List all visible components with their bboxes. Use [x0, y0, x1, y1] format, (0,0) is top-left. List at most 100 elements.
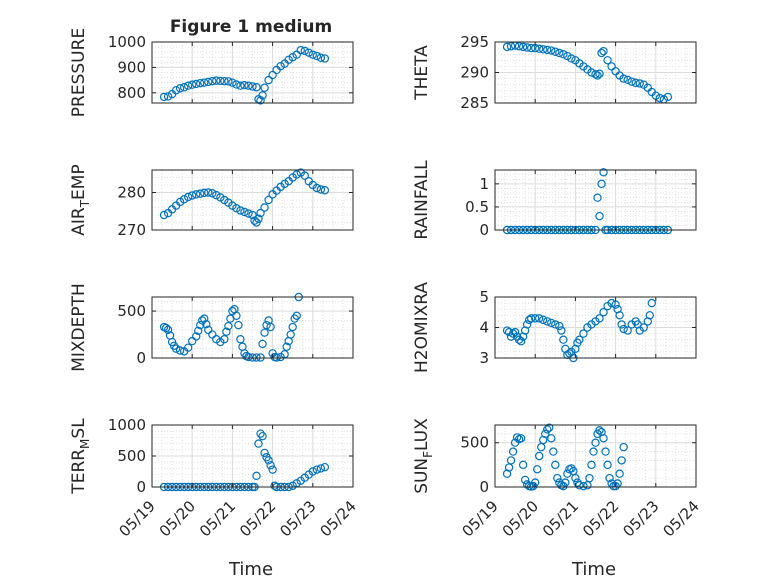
data-point	[202, 320, 211, 329]
data-point	[522, 320, 532, 329]
data-point	[619, 324, 628, 334]
data-point	[587, 460, 596, 470]
data-point	[232, 311, 241, 320]
data-point	[551, 47, 560, 56]
x-tick-label: 05/23	[619, 497, 662, 540]
data-point	[222, 327, 231, 336]
data-point	[504, 327, 514, 337]
y-tick-label: 0	[136, 349, 146, 367]
data-point	[192, 79, 201, 89]
data-point	[268, 70, 277, 80]
data-point	[282, 342, 291, 351]
data-point	[175, 84, 185, 93]
y-tick-label: 3	[479, 349, 489, 367]
data-point	[204, 188, 213, 197]
data-point	[187, 191, 197, 200]
data-point	[196, 189, 205, 198]
data-point	[607, 298, 616, 308]
data-point	[555, 321, 564, 331]
data-point	[595, 211, 604, 221]
data-point	[619, 442, 628, 452]
y-tick-label: 0	[136, 478, 146, 496]
data-point	[539, 45, 548, 54]
data-point	[300, 46, 309, 56]
data-point	[597, 179, 606, 189]
data-point	[171, 344, 181, 353]
data-point	[252, 83, 261, 92]
y-tick-label: 0	[479, 221, 489, 239]
data-point	[192, 332, 201, 341]
x-tick-label: 05/19	[116, 497, 159, 540]
subplot-2: 285 290 295 THETA	[412, 33, 697, 112]
data-point	[559, 50, 568, 59]
axes-box	[151, 169, 354, 231]
data-point	[163, 92, 173, 101]
data-point	[591, 70, 600, 79]
x-tick-label: 05/21	[196, 497, 239, 540]
data-point	[254, 214, 263, 223]
data-point	[308, 467, 317, 476]
data-point	[312, 183, 322, 193]
data-point	[304, 48, 313, 57]
data-point	[541, 429, 550, 439]
data-point	[601, 447, 610, 456]
data-point	[526, 43, 536, 53]
data-point	[647, 298, 656, 308]
y-tick-label: 285	[460, 94, 489, 112]
axes-box	[151, 296, 354, 359]
subplot-1: 800 900 1000 PRESSURE	[69, 28, 354, 117]
data-point	[595, 314, 604, 323]
data-point	[262, 320, 271, 330]
data-point	[547, 318, 556, 328]
y-axis-label: PRESSURE	[69, 28, 89, 117]
axes-box	[494, 424, 697, 488]
data-point	[593, 71, 602, 80]
data-point	[316, 53, 326, 62]
x-axis-label-right: Time	[571, 559, 616, 580]
data-point	[516, 337, 526, 346]
data-point	[163, 325, 173, 335]
y-tick-label: 800	[117, 84, 146, 102]
data-point	[593, 193, 602, 202]
data-point	[224, 321, 233, 331]
data-point	[559, 335, 568, 344]
data-point	[260, 203, 269, 212]
data-point	[159, 92, 169, 102]
data-point	[603, 56, 612, 65]
data-point	[248, 210, 257, 220]
data-point	[553, 473, 562, 483]
data-point	[320, 186, 330, 195]
data-point	[518, 460, 528, 470]
data-point	[615, 469, 624, 478]
data-point	[244, 81, 253, 90]
data-point	[639, 323, 648, 332]
data-point	[179, 83, 189, 92]
data-point	[264, 75, 273, 85]
data-point	[159, 210, 169, 220]
data-point	[196, 78, 205, 88]
data-point	[320, 462, 330, 472]
y-tick-label: 1000	[108, 416, 146, 434]
data-point	[510, 327, 520, 337]
data-point	[292, 170, 301, 179]
data-point	[535, 314, 544, 323]
y-axis-label: H2OMIXRA	[412, 282, 432, 373]
data-point	[567, 54, 576, 63]
data-point	[234, 320, 243, 330]
data-point	[260, 448, 269, 458]
data-point	[663, 92, 673, 102]
data-point	[236, 206, 245, 215]
x-tick-label: 05/20	[499, 497, 542, 540]
y-axis-label: MIXDEPTH	[69, 283, 89, 372]
x-tick-label: 05/22	[579, 497, 622, 540]
data-point	[254, 439, 263, 448]
data-point	[619, 74, 628, 83]
data-point	[212, 190, 221, 200]
data-point	[617, 320, 626, 329]
data-point	[240, 207, 249, 217]
y-tick-label: 4	[479, 319, 489, 337]
subplot-3: 270 280 AIRTEMP	[69, 164, 354, 239]
data-point	[557, 326, 566, 335]
data-point	[573, 478, 582, 487]
data-point	[502, 42, 512, 52]
